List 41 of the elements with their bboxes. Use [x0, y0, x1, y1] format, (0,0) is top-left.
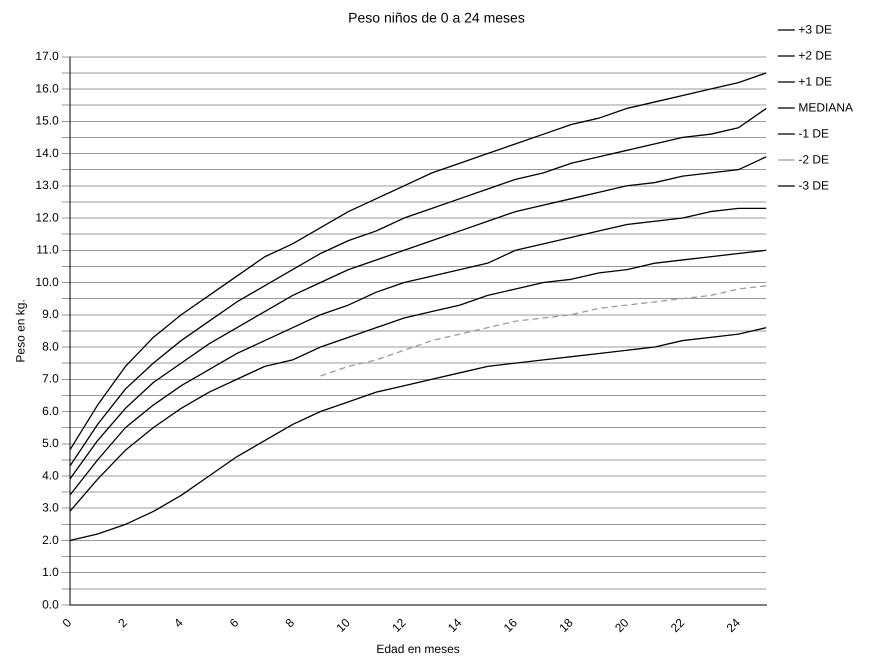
x-tick-label: 8 — [282, 615, 298, 630]
x-tick-label: 20 — [612, 615, 632, 635]
y-tick-label: 14.0 — [35, 146, 60, 160]
x-tick-label: 6 — [226, 615, 242, 630]
y-tick-label: 17.0 — [35, 49, 60, 64]
y-tick-label: 5.0 — [42, 436, 60, 450]
x-tick-label: 24 — [724, 615, 744, 635]
y-tick-label: 7.0 — [42, 372, 60, 386]
x-tick-label: 12 — [389, 615, 409, 635]
legend-label: +2 DE — [798, 48, 832, 62]
x-tick-label: 14 — [444, 615, 465, 635]
y-tick-label: 1.0 — [42, 565, 60, 580]
legend-label: MEDIANA — [798, 100, 854, 114]
x-tick-label: 10 — [334, 615, 354, 635]
legend-label: -2 DE — [798, 152, 830, 166]
chart-title: Peso niños de 0 a 24 meses — [348, 9, 525, 26]
y-tick-label: 15.0 — [35, 114, 60, 128]
y-tick-label: 12.0 — [35, 210, 60, 224]
y-axis-title: Peso en kg. — [14, 299, 28, 363]
legend-label: +3 DE — [798, 22, 832, 36]
y-tick-label: 2.0 — [42, 532, 60, 547]
y-tick-label: 0.0 — [42, 597, 60, 612]
x-tick-label: 0 — [60, 615, 74, 630]
legend-label: +1 DE — [798, 74, 832, 88]
y-tick-label: 3.0 — [42, 500, 60, 515]
x-axis-title: Edad en meses — [376, 642, 460, 656]
x-tick-label: 22 — [668, 615, 688, 635]
y-tick-label: 4.0 — [42, 468, 60, 482]
legend-label: -3 DE — [798, 178, 830, 192]
y-tick-label: 10.0 — [35, 274, 60, 289]
x-tick-label: 4 — [171, 615, 186, 630]
y-tick-label: 8.0 — [42, 339, 60, 354]
y-tick-label: 16.0 — [35, 81, 60, 96]
y-tick-label: 13.0 — [35, 178, 60, 192]
x-tick-label: 2 — [115, 615, 130, 630]
x-tick-label: 18 — [556, 615, 576, 635]
y-tick-label: 6.0 — [42, 404, 60, 418]
x-tick-label: 16 — [500, 615, 520, 635]
y-tick-label: 9.0 — [42, 307, 60, 322]
y-tick-label: 11.0 — [36, 242, 60, 257]
legend-label: -1 DE — [798, 126, 830, 140]
